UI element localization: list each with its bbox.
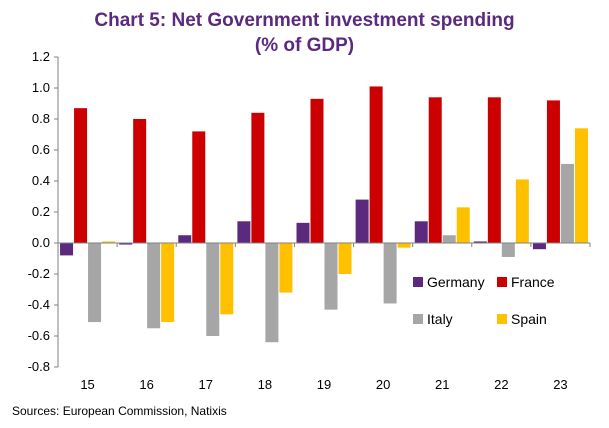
bar-italy-16 (147, 243, 161, 329)
bar-germany-19 (296, 222, 310, 243)
bar-italy-17 (206, 243, 220, 336)
bar-germany-23 (532, 243, 546, 250)
legend-swatch-spain (497, 314, 507, 324)
bar-france-20 (369, 86, 383, 243)
bar-france-19 (310, 98, 324, 243)
bar-france-18 (251, 112, 265, 243)
x-tick-label: 16 (139, 377, 153, 392)
x-tick-label: 21 (435, 377, 449, 392)
bar-france-22 (487, 97, 501, 243)
y-tick-label: 1.2 (32, 49, 50, 64)
chart-title: Chart 5: Net Government investment spend… (94, 10, 515, 31)
x-tick-label: 15 (80, 377, 94, 392)
legend-swatch-germany (413, 277, 423, 287)
bar-spain-20 (397, 243, 411, 248)
bar-spain-15 (102, 241, 116, 243)
y-tick-label: -0.2 (28, 266, 50, 281)
y-tick-label: 0.0 (32, 235, 50, 250)
bar-germany-17 (178, 235, 192, 243)
chart-subtitle: (% of GDP) (254, 35, 355, 56)
bar-italy-18 (265, 243, 279, 343)
bar-germany-15 (60, 243, 74, 256)
x-tick-label: 18 (258, 377, 272, 392)
bar-italy-19 (324, 243, 338, 310)
x-tick-label: 19 (317, 377, 331, 392)
legend-label-france: France (511, 274, 555, 290)
bar-germany-22 (473, 241, 487, 243)
bar-germany-16 (119, 243, 133, 245)
y-tick-label: -0.6 (28, 328, 50, 343)
x-tick-label: 17 (199, 377, 213, 392)
y-tick-label: 0.2 (32, 204, 50, 219)
legend-label-italy: Italy (427, 311, 453, 327)
bar-germany-20 (355, 199, 369, 243)
bar-france-16 (133, 119, 147, 243)
bar-spain-19 (338, 243, 352, 274)
bar-italy-21 (442, 235, 456, 243)
legend-label-spain: Spain (511, 311, 547, 327)
y-tick-label: 1.0 (32, 80, 50, 95)
legend-label-germany: Germany (427, 274, 485, 290)
bar-italy-23 (560, 163, 574, 243)
source-note: Sources: European Commission, Natixis (12, 404, 227, 418)
bar-france-17 (192, 131, 206, 243)
bar-spain-18 (279, 243, 293, 293)
x-tick-label: 22 (494, 377, 508, 392)
y-tick-label: 0.4 (32, 173, 50, 188)
bar-italy-20 (383, 243, 397, 304)
bar-france-23 (546, 100, 560, 244)
bar-spain-23 (574, 128, 588, 243)
bar-italy-22 (501, 243, 515, 257)
bar-germany-18 (237, 221, 251, 243)
legend-swatch-france (497, 277, 507, 287)
y-tick-label: -0.4 (28, 297, 50, 312)
x-tick-label: 20 (376, 377, 390, 392)
bar-spain-21 (456, 207, 470, 243)
legend-swatch-italy (413, 314, 423, 324)
bar-france-21 (428, 97, 442, 243)
bar-spain-16 (161, 243, 175, 323)
bar-spain-17 (220, 243, 234, 315)
y-tick-label: -0.8 (28, 359, 50, 374)
bar-italy-15 (88, 243, 102, 323)
bar-spain-22 (515, 179, 529, 243)
bar-france-15 (74, 108, 88, 244)
y-tick-label: 0.6 (32, 142, 50, 157)
bar-germany-21 (414, 221, 428, 243)
x-tick-label: 23 (553, 377, 567, 392)
y-tick-label: 0.8 (32, 111, 50, 126)
